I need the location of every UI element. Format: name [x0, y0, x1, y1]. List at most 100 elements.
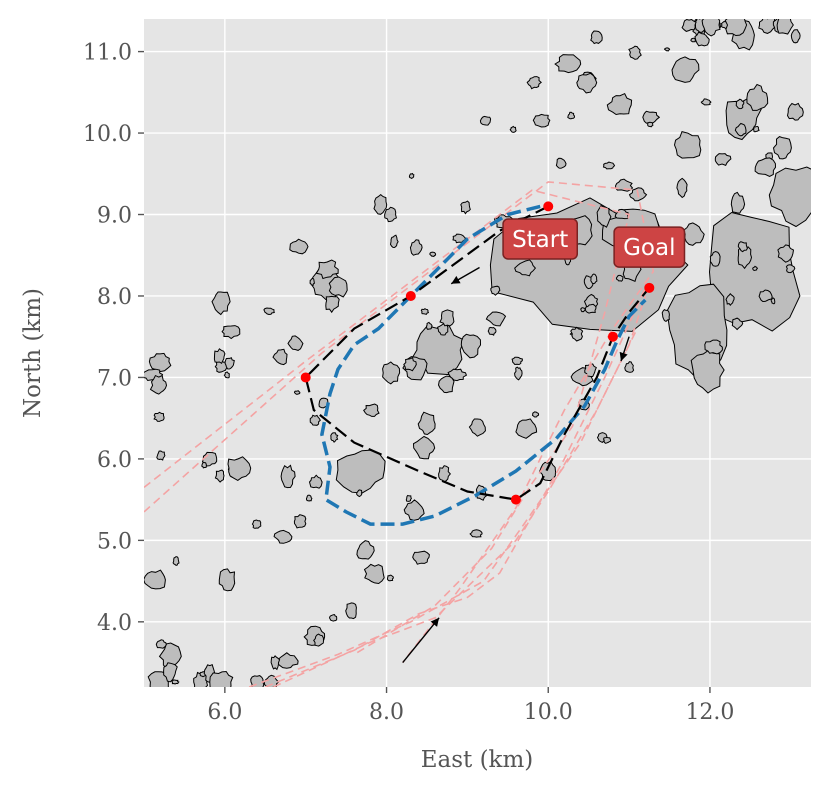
island	[405, 494, 412, 502]
island	[172, 556, 180, 566]
candidate-track	[144, 181, 655, 664]
island	[149, 374, 168, 395]
candidate-track	[273, 328, 638, 687]
island	[420, 308, 430, 315]
map-layer	[144, 19, 811, 687]
island	[148, 352, 172, 373]
island	[218, 568, 236, 592]
island	[251, 519, 262, 529]
island	[438, 465, 451, 483]
island	[345, 602, 357, 620]
island	[772, 136, 792, 160]
islands	[144, 19, 811, 687]
island	[514, 259, 537, 277]
island	[752, 265, 759, 272]
island	[615, 274, 624, 282]
x-tick-label: 10.0	[524, 700, 573, 725]
island	[280, 464, 296, 489]
island	[511, 356, 523, 366]
island	[606, 92, 633, 116]
island	[417, 411, 436, 436]
island	[356, 489, 363, 498]
island	[309, 277, 315, 286]
island	[163, 662, 178, 683]
candidate-track	[248, 295, 647, 687]
island	[724, 19, 748, 37]
island	[468, 418, 486, 437]
island	[409, 239, 423, 256]
island	[201, 461, 207, 469]
island	[701, 19, 721, 37]
island	[580, 307, 586, 313]
island	[263, 307, 275, 316]
waypoint-marker	[405, 290, 416, 301]
island	[356, 540, 375, 560]
island	[758, 19, 776, 34]
island	[770, 297, 776, 305]
island	[752, 125, 760, 133]
island	[790, 29, 801, 44]
island	[514, 366, 523, 381]
island	[386, 574, 394, 582]
y-axis-ticks: 4.0 5.0 6.0 7.0 8.0 9.0 10.0 11.0	[83, 41, 144, 636]
island	[709, 250, 721, 267]
start-label: Start	[502, 218, 579, 260]
island	[615, 178, 634, 192]
x-tick-label: 12.0	[685, 700, 734, 725]
island	[293, 390, 301, 395]
island	[389, 234, 399, 249]
island	[735, 98, 745, 110]
island	[642, 110, 661, 124]
island	[700, 98, 712, 106]
island	[426, 321, 433, 330]
island	[408, 172, 415, 179]
annotations: Start Goal	[502, 218, 686, 268]
waypoint-marker	[510, 494, 521, 505]
island	[330, 432, 339, 443]
island	[590, 30, 603, 45]
island	[363, 403, 380, 417]
svg-text:Goal: Goal	[623, 235, 675, 261]
island	[403, 357, 417, 372]
island	[439, 309, 455, 327]
island	[460, 333, 482, 359]
direction-arrow	[402, 617, 440, 664]
island	[661, 308, 670, 323]
island	[447, 368, 468, 382]
island	[777, 244, 795, 263]
island	[373, 193, 388, 215]
island	[144, 569, 166, 590]
island	[746, 83, 769, 111]
x-axis-ticks: 6.0 8.0 10.0 12.0	[207, 687, 734, 725]
island	[673, 131, 702, 159]
island	[469, 529, 483, 538]
island	[156, 450, 166, 461]
island	[429, 251, 437, 258]
island	[209, 670, 234, 687]
island	[309, 414, 321, 426]
island	[768, 166, 811, 228]
island	[734, 122, 747, 137]
candidate-track	[264, 287, 647, 687]
goal-label: Goal	[613, 226, 686, 268]
island	[306, 494, 313, 502]
direction-arrow	[619, 336, 630, 362]
island	[270, 655, 281, 671]
island	[576, 72, 598, 94]
island	[737, 241, 748, 253]
island	[213, 348, 226, 365]
island	[313, 633, 325, 647]
island	[155, 639, 167, 649]
island	[754, 157, 777, 178]
island	[224, 357, 235, 370]
y-tick-label: 7.0	[97, 366, 132, 391]
island	[602, 161, 616, 170]
island	[272, 348, 288, 366]
island	[153, 411, 165, 422]
island	[730, 191, 746, 214]
island	[725, 293, 735, 306]
island	[532, 113, 551, 128]
y-tick-label: 6.0	[97, 448, 132, 473]
planned-route	[304, 205, 651, 501]
